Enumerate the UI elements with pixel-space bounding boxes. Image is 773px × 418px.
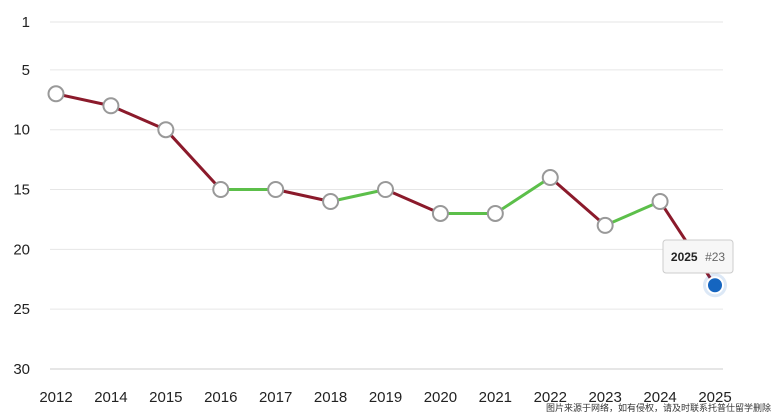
data-point [377,181,394,199]
x-tick-label: 2023 [588,389,621,406]
line-segment [54,92,113,108]
y-tick-label: 30 [13,361,30,378]
y-tick-label: 15 [13,182,30,199]
line-segment [493,176,552,215]
data-point [486,204,504,222]
data-point-highlighted [706,276,724,295]
tooltip-rank: #23 [705,250,725,264]
data-point [102,97,120,115]
line-segment [384,188,442,215]
x-tick-label: 2019 [369,389,402,406]
tooltip-year: 2025 [671,250,698,264]
y-tick-label: 10 [13,122,30,139]
data-point [431,204,449,222]
data-point [267,181,285,199]
y-tick-label: 1 [22,14,30,31]
x-tick-label: 2022 [534,389,567,406]
line-segment [548,176,607,227]
x-axis-ticks: 2012 2014 2015 2016 2017 2018 2019 2020 2021 2022… [39,389,731,406]
x-tick-label: 2014 [94,389,127,406]
x-tick-label: 2015 [149,389,182,406]
x-tick-label: 2024 [643,389,676,406]
y-tick-label: 20 [13,241,30,258]
data-point [47,85,65,103]
data-point [541,169,559,187]
data-point [212,181,230,199]
y-tick-label: 25 [13,301,30,318]
x-tick-label: 2020 [424,389,457,406]
tooltip-box [662,239,734,274]
line-segment [274,188,333,203]
data-points [47,85,727,298]
data-point [322,192,340,210]
line-segment [603,199,662,227]
tooltip: 2025 #23 [662,239,734,274]
y-tick-label: 5 [22,62,30,79]
x-tick-label: 2012 [39,389,72,406]
line-segment [164,128,223,192]
line-segment [329,188,387,203]
x-tick-label: 2017 [259,389,292,406]
line-segment [109,104,168,132]
data-point [157,121,175,139]
data-point [651,192,669,210]
x-tick-label: 2018 [314,389,347,406]
x-tick-label: 2016 [204,389,237,406]
svg-text:2025 #23: 2025 #23 [671,248,726,265]
x-tick-label: 2025 [698,389,731,406]
watermark-text: 图片来源于网络，如有侵权，请及时联系托普仕留学删除 [545,404,771,414]
data-point [596,216,614,234]
x-tick-label: 2021 [479,389,512,406]
